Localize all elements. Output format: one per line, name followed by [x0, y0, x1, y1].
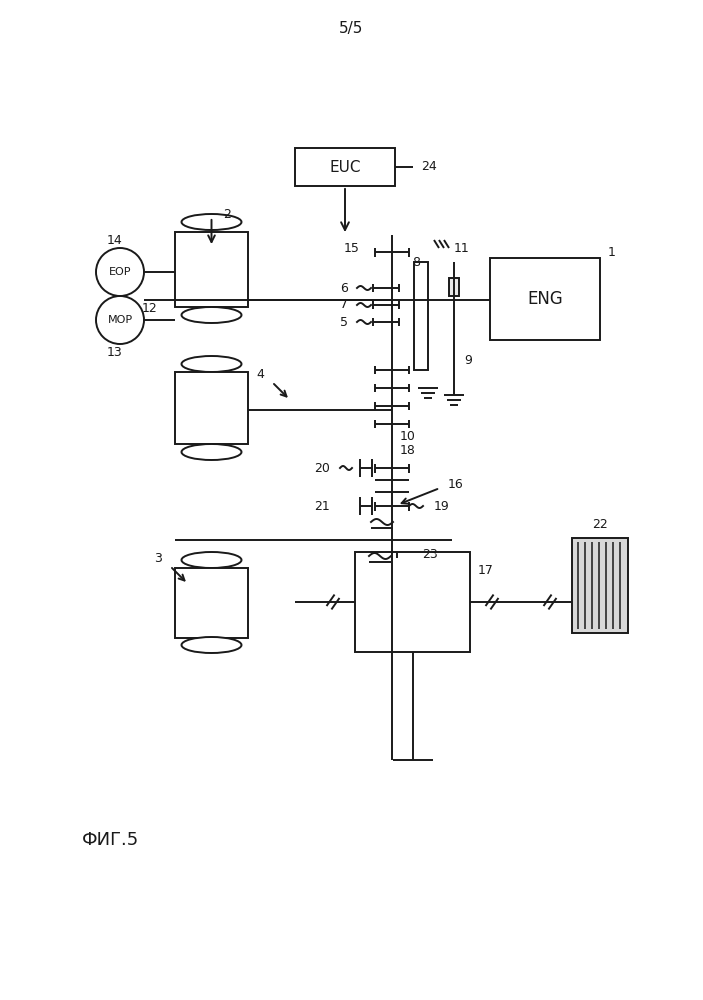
Text: 15: 15 — [344, 241, 360, 254]
Text: 14: 14 — [107, 233, 123, 246]
Text: 18: 18 — [400, 444, 416, 456]
Text: 23: 23 — [422, 548, 438, 560]
Ellipse shape — [181, 307, 242, 323]
Text: 13: 13 — [107, 346, 123, 359]
Text: 11: 11 — [454, 241, 470, 254]
Circle shape — [96, 248, 144, 296]
Ellipse shape — [181, 356, 242, 372]
Text: 6: 6 — [340, 282, 348, 294]
Text: 5: 5 — [340, 316, 348, 328]
Text: MOP: MOP — [108, 315, 133, 325]
Text: 2: 2 — [224, 208, 231, 221]
Text: 9: 9 — [464, 354, 472, 366]
Text: 19: 19 — [434, 499, 450, 512]
Bar — [175, 568, 248, 638]
Bar — [490, 258, 600, 340]
Bar — [414, 262, 428, 370]
Text: EUC: EUC — [329, 159, 361, 174]
Text: 4: 4 — [256, 368, 264, 381]
Text: 1: 1 — [608, 245, 616, 258]
Bar — [572, 538, 628, 633]
Text: 7: 7 — [340, 298, 348, 312]
Text: ФИГ.5: ФИГ.5 — [82, 831, 139, 849]
Ellipse shape — [181, 637, 242, 653]
Text: 17: 17 — [478, 564, 494, 576]
Text: ENG: ENG — [527, 290, 563, 308]
Bar — [355, 552, 470, 652]
Bar — [295, 148, 395, 186]
Text: 16: 16 — [448, 479, 464, 491]
Ellipse shape — [181, 214, 242, 230]
Text: EOP: EOP — [109, 267, 131, 277]
Text: 24: 24 — [421, 160, 437, 174]
Circle shape — [96, 296, 144, 344]
Text: 8: 8 — [412, 255, 420, 268]
Text: 20: 20 — [314, 462, 330, 475]
Text: 5/5: 5/5 — [339, 20, 363, 35]
Text: 21: 21 — [314, 499, 330, 512]
Bar — [449, 278, 459, 296]
Text: 10: 10 — [400, 430, 416, 444]
Bar — [175, 232, 248, 307]
Text: 3: 3 — [154, 552, 162, 566]
Bar — [175, 372, 248, 444]
Ellipse shape — [181, 552, 242, 568]
Text: 12: 12 — [142, 302, 157, 314]
Ellipse shape — [181, 444, 242, 460]
Text: 22: 22 — [592, 518, 608, 530]
